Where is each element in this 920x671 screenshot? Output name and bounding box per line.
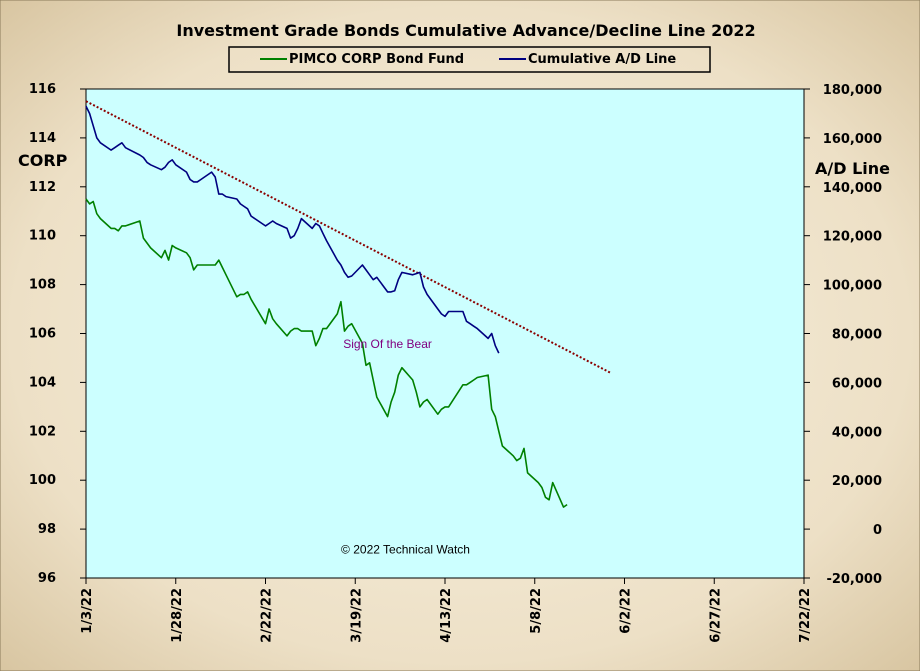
left-tick-label: 98	[38, 522, 56, 537]
x-tick-label: 2/22/22	[260, 588, 275, 643]
right-tick-label: 180,000	[823, 83, 882, 98]
copyright-text: © 2022 Technical Watch	[341, 543, 470, 557]
left-tick-label: 100	[29, 473, 56, 488]
right-tick-label: 40,000	[832, 425, 882, 440]
left-tick-label: 112	[29, 180, 56, 195]
series-layer	[85, 105, 568, 508]
right-tick-label: 20,000	[832, 474, 882, 489]
right-tick-label: 120,000	[823, 230, 882, 245]
right-tick-label: -20,000	[826, 572, 882, 587]
left-tick-label: 108	[29, 278, 56, 293]
legend: PIMCO CORP Bond Fund Cumulative A/D Line	[228, 46, 711, 73]
x-tick-label: 6/2/22	[619, 588, 634, 634]
right-tick-label: 100,000	[823, 279, 882, 294]
series-line-ad	[85, 105, 500, 354]
right-axis: -20,000 0 20,000 40,000 60,000 80,000 100,000 1…	[804, 83, 882, 587]
x-tick-label: 5/8/22	[529, 588, 544, 634]
right-tick-label: 60,000	[832, 376, 882, 391]
right-tick-label: 80,000	[832, 328, 882, 343]
left-tick-label: 102	[29, 424, 56, 439]
annotation-layer: Sign Of the Bear © 2022 Technical Watch	[341, 337, 470, 556]
left-tick-label: 114	[29, 131, 56, 146]
x-tick-label: 1/3/22	[80, 588, 95, 634]
left-axis: 96 98 100 102 104 106 108 110 112 114 116	[29, 82, 86, 586]
plot-area	[85, 88, 805, 579]
left-tick-label: 116	[29, 82, 56, 97]
series-line-corp	[85, 198, 568, 508]
chart-title: Investment Grade Bonds Cumulative Advanc…	[176, 21, 755, 40]
x-tick-label: 4/13/22	[439, 588, 454, 643]
left-tick-label: 104	[29, 375, 56, 390]
annotation-sign-of-bear: Sign Of the Bear	[343, 337, 432, 351]
right-tick-label: 0	[873, 523, 882, 538]
left-tick-label: 106	[29, 327, 56, 342]
x-tick-label: 7/22/22	[798, 588, 813, 643]
right-axis-label: A/D Line	[815, 159, 890, 178]
legend-box	[228, 46, 711, 73]
left-axis-label: CORP	[18, 151, 68, 170]
legend-label-corp: PIMCO CORP Bond Fund	[289, 52, 464, 67]
left-tick-label: 96	[38, 571, 56, 586]
x-tick-label: 3/19/22	[349, 588, 364, 643]
x-tick-label: 1/28/22	[170, 588, 185, 643]
right-tick-label: 160,000	[823, 132, 882, 147]
legend-label-ad: Cumulative A/D Line	[528, 52, 676, 67]
right-tick-label: 140,000	[823, 181, 882, 196]
left-tick-label: 110	[29, 229, 56, 244]
x-axis: 1/3/22 1/28/22 2/22/22 3/19/22 4/13/22 5/8/22…	[80, 578, 813, 643]
x-tick-label: 6/27/22	[708, 588, 723, 643]
